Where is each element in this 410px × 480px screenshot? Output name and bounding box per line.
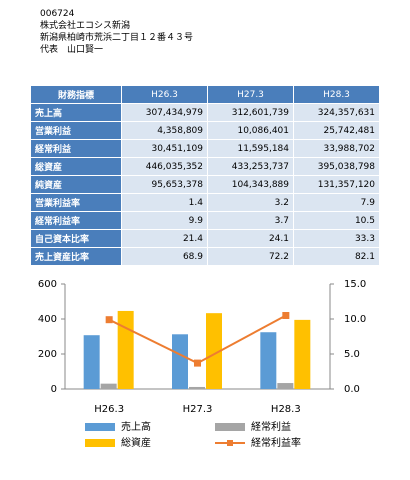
cell-value: 25,742,481	[293, 121, 380, 140]
cell-value: 3.7	[207, 211, 294, 230]
table-row: 営業利益 4,358,809 10,086,401 25,742,481	[30, 121, 380, 140]
cell-value: 9.9	[121, 211, 208, 230]
header-line: 代表 山口賢一	[40, 45, 104, 55]
cell-value: 21.4	[121, 229, 208, 248]
row-label: 経常利益	[30, 139, 122, 158]
table-row: 総資産 446,035,352 433,253,737 395,038,798	[30, 157, 380, 176]
y2-tick-label: 5.0	[344, 349, 360, 360]
legend-marker	[227, 440, 233, 446]
legend-swatch	[215, 423, 245, 431]
x-tick-label: H28.3	[271, 404, 301, 415]
bar	[260, 332, 277, 389]
marker	[105, 316, 113, 324]
row-label: 自己資本比率	[30, 229, 122, 248]
financial-table: 財務指標 H26.3 H27.3 H28.3 売上高 307,434,979 312,601…	[30, 85, 380, 266]
cell-value: 104,343,889	[207, 175, 294, 194]
bar	[277, 383, 294, 389]
cell-value: 4,358,809	[121, 121, 208, 140]
cell-value: 307,434,979	[121, 103, 208, 122]
y-tick-label: 200	[38, 349, 57, 360]
cell-value: 395,038,798	[293, 157, 380, 176]
legend-label: 総資産	[121, 436, 151, 449]
cell-value: 131,357,120	[293, 175, 380, 194]
y-tick-label: 600	[38, 279, 57, 290]
cell-value: 7.9	[293, 193, 380, 212]
y2-tick-label: 10.0	[344, 314, 366, 325]
header: 006724 株式会社エコシス新潟新潟県柏崎市荒浜二丁目１２番４３号 代表 山口賢一	[40, 8, 193, 56]
y2-tick-label: 0.0	[344, 384, 360, 395]
bar	[117, 310, 134, 389]
row-label: 営業利益率	[30, 193, 122, 212]
cell-value: 10,086,401	[207, 121, 294, 140]
table-row: 営業利益率 1.4 3.2 7.9	[30, 193, 380, 212]
row-label: 経常利益率	[30, 211, 122, 230]
cell-value: 68.9	[121, 247, 208, 266]
row-label: 売上資産比率	[30, 247, 122, 266]
chart: 0 200 400 600 0.0 5.0 10.0 15.0 H26.3 H27.3 H28.3 売…	[38, 279, 366, 449]
marker	[282, 312, 290, 319]
column-header: H27.3	[207, 85, 294, 104]
table-row: 売上高 307,434,979 312,601,739 324,357,631	[30, 103, 380, 122]
bar	[189, 386, 205, 389]
cell-value: 446,035,352	[121, 157, 208, 176]
table-row: 純資産 95,653,378 104,343,889 131,357,120	[30, 175, 380, 194]
cell-value: 433,253,737	[207, 157, 294, 176]
bar	[294, 319, 311, 389]
cell-value: 30,451,109	[121, 139, 208, 158]
header-line: 新潟県柏崎市荒浜二丁目１２番４３号	[40, 33, 194, 43]
marker	[194, 359, 201, 367]
bar	[172, 334, 188, 389]
header-line: 006724	[40, 9, 75, 19]
x-tick-label: H26.3	[94, 404, 124, 415]
x-tick-label: H27.3	[183, 404, 213, 415]
table-row: 経常利益 30,451,109 11,595,184 33,988,702	[30, 139, 380, 158]
row-label: 総資産	[30, 157, 122, 176]
legend-label: 売上高	[121, 420, 151, 433]
bar	[206, 313, 222, 389]
legend-label: 経常利益率	[251, 436, 301, 449]
column-header: H28.3	[293, 85, 380, 104]
cell-value: 3.2	[207, 193, 294, 212]
row-label: 純資産	[30, 175, 122, 194]
row-label: 売上高	[30, 103, 122, 122]
cell-value: 10.5	[293, 211, 380, 230]
table-header-row: 財務指標 H26.3 H27.3 H28.3	[30, 85, 380, 104]
table-row: 自己資本比率 21.4 24.1 33.3	[30, 229, 380, 248]
column-header: 財務指標	[30, 85, 122, 104]
cell-value: 72.2	[207, 247, 294, 266]
bar	[83, 335, 100, 389]
bar	[100, 383, 117, 389]
y2-tick-label: 15.0	[344, 279, 366, 290]
line	[108, 314, 287, 365]
header-line: 株式会社エコシス新潟	[40, 21, 131, 31]
cell-value: 11,595,184	[207, 139, 294, 158]
cell-value: 33.3	[293, 229, 380, 248]
column-header: H26.3	[121, 85, 208, 104]
cell-value: 24.1	[207, 229, 294, 248]
cell-value: 82.1	[293, 247, 380, 266]
y-tick-label: 0	[51, 384, 57, 395]
legend-swatch	[85, 439, 115, 447]
y-tick-label: 400	[38, 314, 57, 325]
table-row: 経常利益率 9.9 3.7 10.5	[30, 211, 380, 230]
cell-value: 1.4	[121, 193, 208, 212]
legend-swatch	[85, 423, 115, 431]
cell-value: 312,601,739	[207, 103, 294, 122]
row-label: 営業利益	[30, 121, 122, 140]
cell-value: 33,988,702	[293, 139, 380, 158]
table-row: 売上資産比率 68.9 72.2 82.1	[30, 247, 380, 266]
legend-label: 経常利益	[251, 420, 291, 433]
cell-value: 95,653,378	[121, 175, 208, 194]
cell-value: 324,357,631	[293, 103, 380, 122]
